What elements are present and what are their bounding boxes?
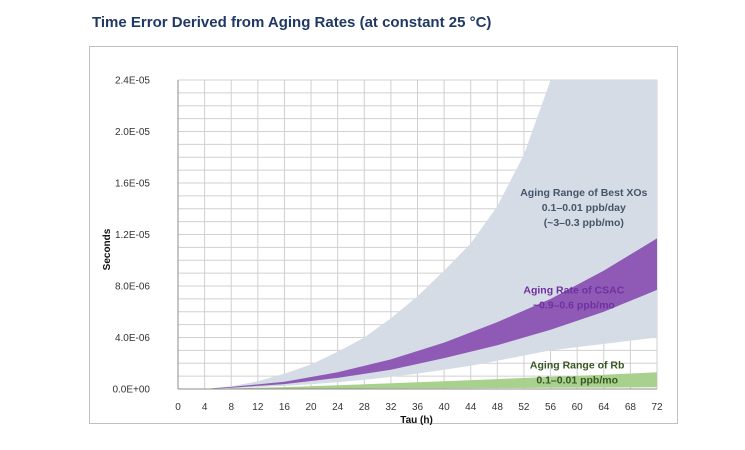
x-tick-label: 44 xyxy=(465,402,477,413)
x-tick-label: 12 xyxy=(252,402,264,413)
y-tick-labels: 0.0E+00 4.0E-06 8.0E-06 1.2E-05 1.6E-05 2.0E-… xyxy=(112,76,150,396)
x-tick-label: 52 xyxy=(518,402,530,413)
y-tick-label: 1.2E-05 xyxy=(115,230,150,241)
x-tick-label: 68 xyxy=(625,402,637,413)
x-tick-label: 20 xyxy=(305,402,317,413)
x-tick-label: 8 xyxy=(228,402,234,413)
annotation-text: ~0.9–0.6 ppb/mo xyxy=(533,300,615,312)
y-tick-label: 2.0E-05 xyxy=(115,127,150,138)
x-tick-label: 64 xyxy=(598,402,610,413)
annotation-text: (~3–0.3 ppb/mo) xyxy=(544,217,624,229)
x-tick-label: 40 xyxy=(439,402,451,413)
x-tick-label: 16 xyxy=(279,402,291,413)
annotations: Aging Range of Best XOs 0.1–0.01 ppb/day (… xyxy=(520,187,647,387)
x-tick-label: 56 xyxy=(545,402,557,413)
x-tick-labels: 0 4 8 12 16 20 24 28 32 36 40 44 48 52 56 60 64 68 72 xyxy=(175,402,663,413)
annotation-text: 0.1–0.01 ppb/day xyxy=(542,202,626,214)
x-tick-label: 72 xyxy=(651,402,663,413)
y-tick-label: 0.0E+00 xyxy=(112,385,150,396)
band-aging-range-of-rb xyxy=(204,372,657,389)
x-tick-label: 28 xyxy=(359,402,371,413)
x-tick-label: 36 xyxy=(412,402,424,413)
x-tick-label: 32 xyxy=(385,402,397,413)
x-tick-label: 0 xyxy=(175,402,181,413)
y-tick-label: 4.0E-06 xyxy=(115,333,150,344)
band-aging-rate-of-csac xyxy=(204,238,657,389)
annotation-text: Aging Range of Rb xyxy=(530,359,625,371)
y-tick-label: 1.6E-05 xyxy=(115,179,150,190)
x-tick-label: 48 xyxy=(492,402,504,413)
x-tick-label: 4 xyxy=(202,402,208,413)
chart-title: Time Error Derived from Aging Rates (at … xyxy=(92,14,492,31)
y-tick-label: 8.0E-06 xyxy=(115,282,150,293)
annotation-text: Aging Range of Best XOs xyxy=(520,187,647,199)
data-bands xyxy=(178,80,657,389)
axes xyxy=(177,80,657,390)
annotation-text: Aging Rate of CSAC xyxy=(523,285,624,297)
x-tick-label: 60 xyxy=(572,402,584,413)
x-tick-label: 24 xyxy=(332,402,344,413)
y-tick-label: 2.4E-05 xyxy=(115,76,150,87)
annotation-text: 0.1–0.01 ppb/mo xyxy=(536,374,618,386)
y-axis-label: Seconds xyxy=(102,228,113,270)
x-axis-label: Tau (h) xyxy=(400,415,433,426)
